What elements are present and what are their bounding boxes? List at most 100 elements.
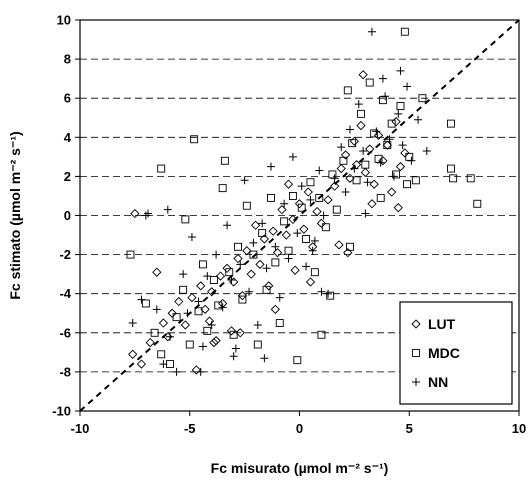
nn-point (372, 127, 381, 136)
lut-point (323, 195, 333, 205)
mdc-point (284, 246, 293, 255)
lut-point (268, 226, 278, 236)
mdc-point (411, 176, 420, 185)
lut-point (277, 204, 287, 215)
lut-point (299, 224, 309, 234)
mdc-point (157, 164, 166, 173)
mdc-point (157, 350, 166, 359)
nn-point (330, 174, 339, 183)
mdc-point (166, 360, 174, 369)
lut-point (196, 281, 206, 291)
legend-nn-marker (412, 378, 420, 386)
nn-point (396, 66, 405, 75)
mdc-point (253, 340, 262, 349)
nn-point (363, 178, 372, 187)
lut-point (136, 359, 147, 369)
nn-point (194, 297, 203, 306)
nn-point (350, 164, 359, 173)
mdc-point (466, 174, 475, 183)
mdc-point (348, 139, 357, 148)
nn-point (315, 166, 324, 175)
mdc-point (449, 174, 458, 183)
nn-point (179, 270, 188, 279)
mdc-point (234, 242, 242, 251)
lut-point (365, 144, 375, 154)
lut-point (187, 292, 197, 303)
nn-point (319, 211, 328, 220)
nn-point (275, 293, 284, 302)
mdc-point (238, 295, 247, 304)
mdc-point (332, 205, 341, 214)
x-axis-title: Fc misurato (µmol m⁻² s⁻¹) (211, 460, 389, 476)
lut-point (250, 220, 261, 230)
lut-point (290, 265, 300, 275)
nn-point (324, 289, 333, 298)
nn-point (381, 92, 390, 101)
nn-point (231, 344, 240, 353)
series-mdc (126, 27, 482, 369)
mdc-point (447, 164, 455, 173)
nn-point (218, 303, 227, 312)
lut-point (378, 156, 388, 166)
mdc-point (271, 258, 280, 267)
nn-point (249, 238, 258, 247)
lut-point (270, 304, 280, 314)
lut-point (191, 365, 201, 375)
lut-point (387, 187, 397, 197)
mdc-point (214, 301, 223, 310)
lut-point (334, 240, 344, 250)
x-tick-label: 5 (406, 421, 413, 436)
nn-point (196, 367, 205, 376)
mdc-point (352, 176, 361, 185)
lut-point (343, 248, 353, 258)
mdc-point (194, 307, 203, 316)
nn-point (361, 209, 370, 218)
mdc-point (225, 268, 234, 277)
lut-point (283, 179, 294, 189)
nn-point (187, 233, 196, 242)
nn-point (203, 272, 212, 281)
lut-point (340, 150, 351, 160)
nn-point (337, 143, 346, 152)
lut-point (209, 337, 219, 348)
legend-lut-marker (411, 319, 421, 329)
y-axis-title: Fc stimato (µmol m⁻² s⁻¹) (7, 131, 23, 299)
x-tick-label: -10 (71, 421, 90, 436)
lut-point (130, 208, 140, 219)
nn-point (152, 305, 161, 314)
nn-point (271, 242, 280, 251)
mdc-point (275, 319, 284, 327)
lut-point (237, 291, 248, 301)
nn-point (284, 254, 293, 263)
lut-point (272, 248, 283, 258)
nn-point (378, 74, 387, 83)
nn-point (159, 360, 168, 369)
mdc-point (387, 119, 396, 128)
mdc-point (267, 193, 275, 202)
nn-point (345, 125, 354, 134)
lut-point (382, 140, 392, 150)
legend-label-mdc: MDC (428, 345, 460, 361)
nn-point (359, 146, 368, 155)
legend-label-lut: LUT (428, 316, 456, 332)
lut-point (246, 269, 256, 279)
mdc-point (190, 135, 199, 144)
y-tick-label: -6 (59, 325, 71, 340)
lut-point (369, 179, 379, 189)
mdc-point (203, 326, 212, 335)
lut-point (400, 148, 410, 158)
nn-point (422, 146, 431, 155)
nn-point (389, 172, 398, 181)
lut-point (222, 263, 232, 273)
series-nn (128, 27, 431, 376)
nn-point (258, 219, 267, 228)
lut-point (215, 271, 226, 281)
nn-point (317, 287, 326, 296)
nn-point (288, 152, 297, 161)
nn-point (141, 211, 150, 220)
mdc-point (262, 285, 271, 294)
x-tick-label: -5 (184, 421, 196, 436)
mdc-point (242, 201, 251, 210)
nn-point (137, 295, 146, 304)
nn-point (260, 354, 269, 363)
